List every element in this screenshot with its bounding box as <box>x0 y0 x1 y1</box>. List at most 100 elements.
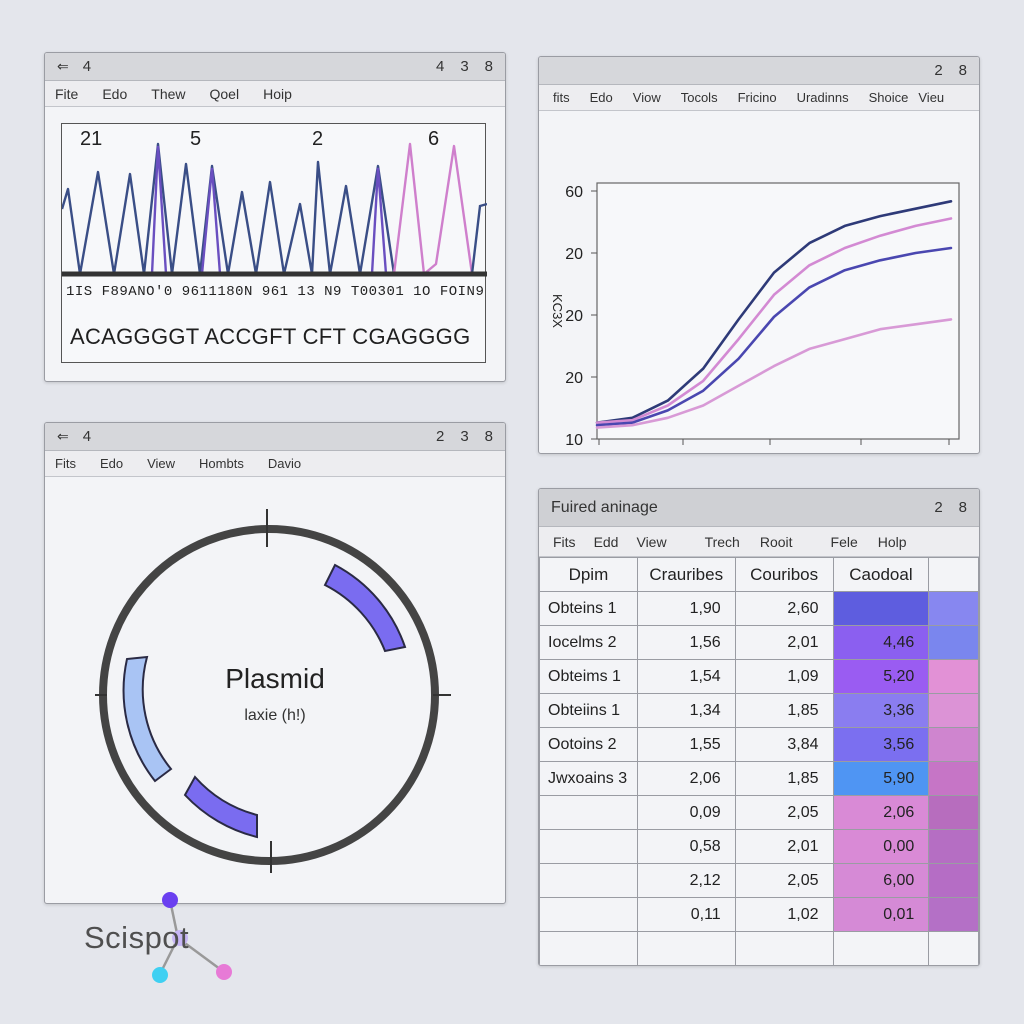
table-cell[interactable]: Obteins 1 <box>539 591 638 626</box>
table-cell[interactable]: 1,55 <box>636 727 736 762</box>
table-cell[interactable] <box>928 931 979 965</box>
table-cell[interactable]: 0,58 <box>636 829 736 864</box>
menu-file-2[interactable]: Fele <box>830 533 858 550</box>
table-cell[interactable] <box>928 863 979 898</box>
menu-edit[interactable]: Edo <box>102 85 128 102</box>
back-arrow-icon[interactable]: ⇐ <box>57 428 69 444</box>
table-cell[interactable] <box>539 931 638 965</box>
window-control[interactable]: 2 <box>934 499 943 516</box>
table-row[interactable]: 0,58 2,01 0,00 <box>539 829 979 864</box>
menu-tools[interactable]: Tocols <box>680 90 718 105</box>
menu-view[interactable]: View <box>636 533 667 550</box>
menu-edit[interactable]: Edo <box>99 456 124 471</box>
table-cell[interactable] <box>928 761 979 796</box>
table-cell[interactable]: 3,36 <box>832 693 930 728</box>
window-control[interactable]: 3 <box>460 428 469 445</box>
table-cell[interactable] <box>636 931 736 965</box>
table-cell[interactable]: 5,90 <box>832 761 930 796</box>
menu-history[interactable]: Hombts <box>199 456 244 471</box>
table-row[interactable]: 2,12 2,05 6,00 <box>539 863 979 898</box>
menu-help[interactable]: Holp <box>877 533 907 550</box>
table-cell[interactable]: Jwxoains 3 <box>539 761 638 796</box>
table-cell[interactable]: 1,02 <box>734 897 834 932</box>
table-cell[interactable]: 1,56 <box>636 625 736 660</box>
menu-view[interactable]: Viow <box>632 90 661 105</box>
menu-tools[interactable]: Rooit <box>759 533 793 550</box>
table-row[interactable]: 0,11 1,02 0,01 <box>539 897 979 932</box>
menu-file[interactable]: Fits <box>55 456 76 471</box>
table-row[interactable]: Jwxoains 3 2,06 1,85 5,90 <box>539 761 979 796</box>
table-cell[interactable] <box>928 659 979 694</box>
menu-windows[interactable]: Uradinns <box>796 90 849 105</box>
menu-tools[interactable]: Qoel <box>209 85 240 102</box>
table-cell[interactable]: 1,54 <box>636 659 736 694</box>
window-control[interactable]: 2 <box>934 62 943 79</box>
table-cell[interactable]: 2,60 <box>734 591 834 626</box>
table-cell[interactable]: 0,09 <box>636 795 736 830</box>
window-control[interactable]: 8 <box>484 58 493 75</box>
table-row[interactable] <box>539 931 979 965</box>
table-cell[interactable] <box>928 693 979 728</box>
window-control[interactable]: 4 <box>435 58 445 75</box>
menu-function[interactable]: Fricino <box>737 90 777 105</box>
table-cell[interactable] <box>928 591 979 626</box>
table-cell[interactable] <box>539 897 638 932</box>
table-cell[interactable] <box>928 897 979 932</box>
table-cell[interactable]: 4,46 <box>832 625 930 660</box>
column-header[interactable]: Dpim <box>539 557 638 592</box>
table-cell[interactable]: 0,01 <box>832 897 930 932</box>
table-cell[interactable]: 2,05 <box>734 795 834 830</box>
table-cell[interactable]: 2,06 <box>832 795 930 830</box>
table-cell[interactable] <box>832 591 930 626</box>
window-control[interactable]: 8 <box>958 499 967 516</box>
table-cell[interactable]: 2,12 <box>636 863 736 898</box>
back-arrow-icon[interactable]: ⇐ <box>57 58 69 74</box>
table-row[interactable]: Ootoins 2 1,55 3,84 3,56 <box>539 727 979 762</box>
table-cell[interactable]: Obteims 1 <box>539 659 638 694</box>
table-cell[interactable]: 1,85 <box>734 761 834 796</box>
table-cell[interactable] <box>539 795 638 830</box>
table-row[interactable]: Obteins 1 1,90 2,60 <box>539 591 979 626</box>
menu-show[interactable]: Shoice <box>868 90 909 105</box>
window-control[interactable]: 8 <box>484 428 493 445</box>
table-cell[interactable]: 1,09 <box>734 659 834 694</box>
table-cell[interactable] <box>928 795 979 830</box>
table-cell[interactable]: 2,01 <box>734 829 834 864</box>
column-header[interactable]: Crauribes <box>636 557 736 592</box>
table-cell[interactable]: 1,85 <box>734 693 834 728</box>
table-cell[interactable]: 1,34 <box>636 693 736 728</box>
table-cell[interactable] <box>832 931 930 965</box>
column-header[interactable] <box>928 557 979 592</box>
table-cell[interactable] <box>734 931 834 965</box>
table-row[interactable]: Obteiins 1 1,34 1,85 3,36 <box>539 693 979 728</box>
column-header[interactable]: Couribos <box>734 557 834 592</box>
table-cell[interactable] <box>539 829 638 864</box>
table-cell[interactable]: Obteiins 1 <box>539 693 638 728</box>
window-control[interactable]: 3 <box>460 58 469 75</box>
table-cell[interactable]: 2,05 <box>734 863 834 898</box>
table-cell[interactable]: 0,00 <box>832 829 930 864</box>
table-cell[interactable]: 6,00 <box>832 863 930 898</box>
menu-file[interactable]: Fits <box>553 533 576 550</box>
window-control[interactable]: 2 <box>435 428 445 445</box>
table-row[interactable]: 0,09 2,05 2,06 <box>539 795 979 830</box>
table-cell[interactable]: Ootoins 2 <box>539 727 638 762</box>
column-header[interactable]: Caodoal <box>832 557 930 592</box>
table-cell[interactable]: 0,11 <box>636 897 736 932</box>
table-cell[interactable]: 3,84 <box>734 727 834 762</box>
window-control[interactable]: 8 <box>958 62 967 79</box>
menu-data[interactable]: Davio <box>267 456 302 471</box>
table-cell[interactable] <box>928 829 979 864</box>
table-row[interactable]: Obteims 1 1,54 1,09 5,20 <box>539 659 979 694</box>
table-cell[interactable]: 5,20 <box>832 659 930 694</box>
menu-edit[interactable]: Edo <box>589 90 613 105</box>
menu-view[interactable]: View <box>147 456 176 471</box>
menu-tech[interactable]: Trech <box>704 533 740 550</box>
table-cell[interactable]: 2,01 <box>734 625 834 660</box>
table-cell[interactable] <box>928 727 979 762</box>
menu-view-2[interactable]: Vieu <box>918 90 945 105</box>
menu-file[interactable]: Fite <box>55 85 79 102</box>
table-cell[interactable] <box>539 863 638 898</box>
menu-view[interactable]: Thew <box>151 85 186 102</box>
table-cell[interactable] <box>928 625 979 660</box>
